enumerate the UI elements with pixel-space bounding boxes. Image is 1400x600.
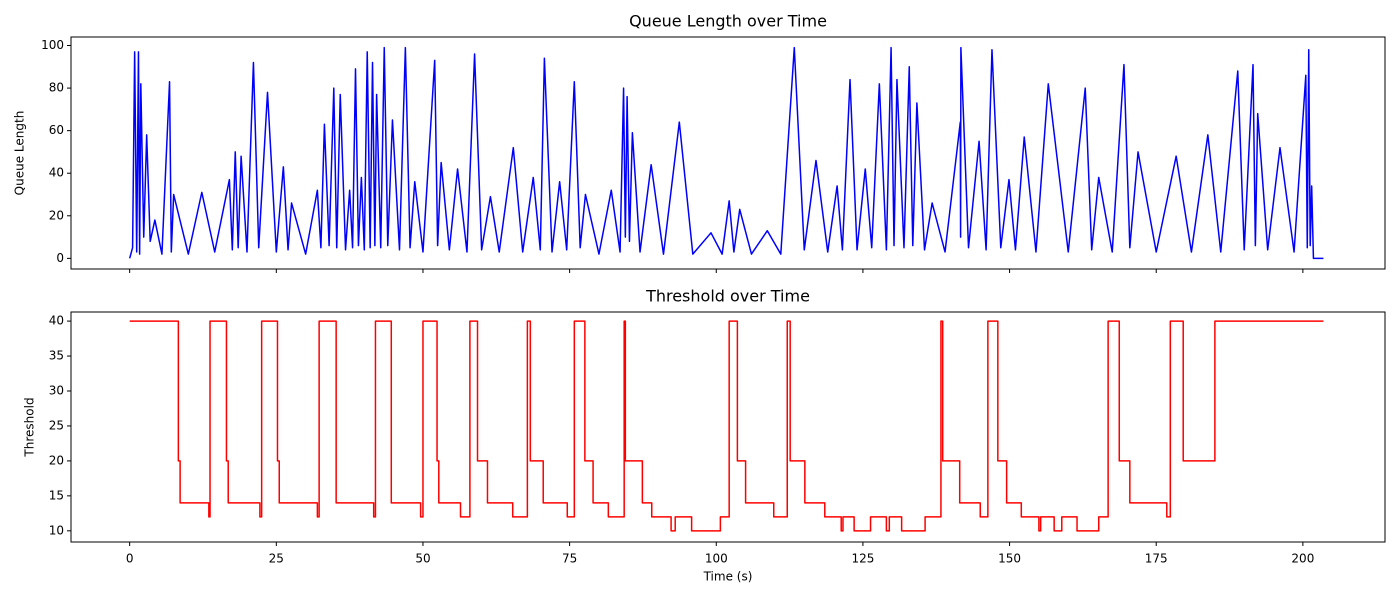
chart-title: Threshold over Time [645,287,810,306]
y-tick-label: 35 [49,349,64,363]
x-tick-label: 50 [415,552,430,566]
x-tick-label: 150 [998,552,1021,566]
y-tick-label: 40 [49,314,64,328]
axes-frame [70,311,1386,543]
x-tick-label: 175 [1145,552,1168,566]
y-axis-label: Threshold [23,397,37,457]
y-tick-label: 20 [49,208,64,222]
y-tick-label: 0 [56,251,64,265]
y-tick-label: 80 [49,81,64,95]
x-tick-label: 75 [562,552,577,566]
y-tick-label: 10 [49,523,64,537]
y-tick-label: 30 [49,383,64,397]
data-line [128,46,1324,260]
axes-frame [70,36,1386,270]
x-tick-label: 125 [851,552,874,566]
y-tick-label: 40 [49,166,64,180]
data-line [129,320,1324,532]
x-tick-label: 100 [705,552,728,566]
x-tick-label: 25 [269,552,284,566]
x-tick-label: 0 [126,552,134,566]
x-tick-label: 200 [1291,552,1314,566]
y-tick-label: 20 [49,453,64,467]
x-axis-label: Time (s) [703,570,753,584]
y-tick-label: 100 [41,38,64,52]
y-tick-label: 25 [49,418,64,432]
y-tick-label: 60 [49,123,64,137]
y-tick-label: 15 [49,488,64,502]
chart-title: Queue Length over Time [629,12,827,31]
y-axis-label: Queue Length [13,111,27,196]
